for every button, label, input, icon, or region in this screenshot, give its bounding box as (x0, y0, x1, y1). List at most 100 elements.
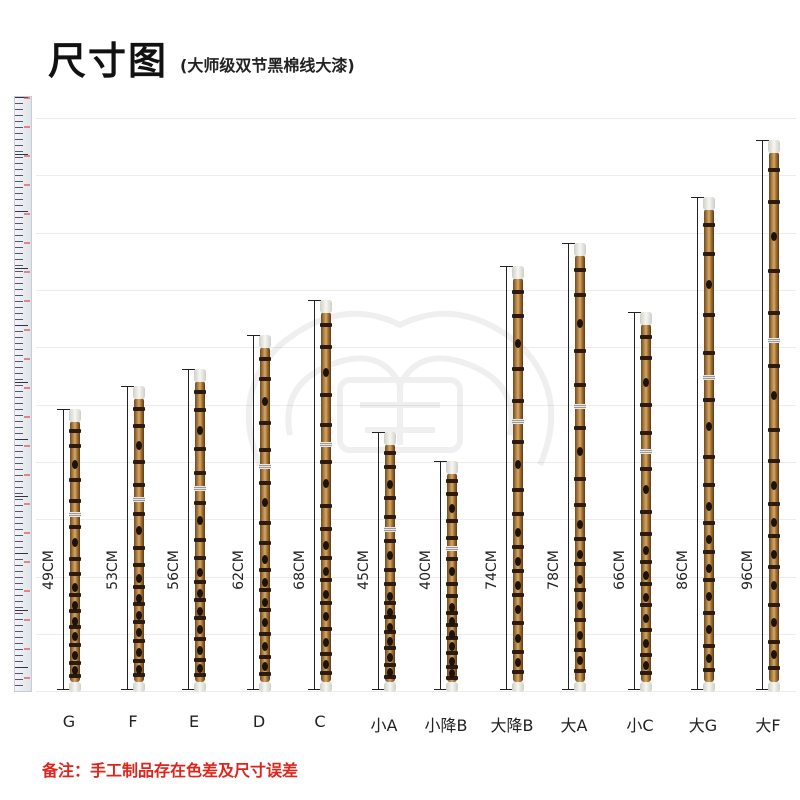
flute-key-label: E (188, 712, 200, 731)
silk-binding (703, 644, 715, 648)
flute (133, 386, 145, 692)
silk-binding (259, 608, 271, 612)
silk-binding (384, 675, 396, 679)
length-label: 86CM (675, 550, 691, 590)
grid-line (36, 118, 796, 119)
silk-binding (320, 671, 332, 675)
flute-top-cap (768, 140, 780, 153)
silk-binding (384, 582, 396, 586)
silk-binding (69, 525, 81, 529)
silk-binding (640, 582, 652, 586)
length-label: 62CM (231, 550, 247, 590)
metal-joint (69, 512, 81, 517)
silk-binding (768, 666, 780, 670)
metal-joint (512, 419, 524, 424)
flute-bottom-cap (640, 682, 652, 692)
metal-joint (574, 404, 586, 409)
silk-binding (133, 407, 145, 411)
silk-binding (446, 611, 458, 615)
flute-top-cap (133, 386, 145, 399)
silk-binding (512, 621, 524, 625)
silk-binding (574, 588, 586, 592)
flute (703, 197, 715, 692)
flute-key-label: 小C (626, 716, 654, 735)
finger-hole (387, 637, 393, 646)
finger-hole (197, 516, 203, 525)
silk-binding (512, 314, 524, 318)
silk-binding (640, 510, 652, 514)
silk-binding (703, 351, 715, 355)
silk-binding (703, 483, 715, 487)
silk-binding (640, 671, 652, 675)
length-measure-line (562, 243, 575, 690)
silk-binding (133, 563, 145, 567)
silk-binding (768, 502, 780, 506)
silk-binding (384, 496, 396, 500)
finger-hole (136, 574, 142, 583)
flute-top-cap (320, 300, 332, 313)
grid-line (36, 462, 796, 463)
flute-key-label: 大F (755, 716, 781, 735)
silk-binding (640, 335, 652, 339)
silk-binding (69, 572, 81, 576)
silk-binding (133, 602, 145, 606)
silk-binding (133, 460, 145, 464)
finger-hole (72, 632, 78, 641)
finger-hole (577, 550, 583, 559)
finger-hole (136, 611, 142, 620)
silk-binding (194, 556, 206, 560)
silk-binding (259, 568, 271, 572)
silk-binding (69, 625, 81, 629)
flute-bottom-cap (703, 682, 715, 692)
silk-binding (194, 637, 206, 641)
finger-hole (387, 551, 393, 560)
finger-hole (323, 660, 329, 669)
silk-binding (259, 481, 271, 485)
finger-hole (643, 546, 649, 555)
page-title: 尺寸图 (48, 39, 169, 83)
length-measure-line (691, 197, 704, 690)
length-measure-line (247, 335, 260, 690)
silk-binding (512, 593, 524, 597)
length-label: 45CM (356, 550, 372, 590)
silk-binding (194, 580, 206, 584)
finger-hole (323, 567, 329, 576)
grid-line (36, 577, 796, 578)
silk-binding (768, 364, 780, 368)
grid-line (36, 519, 796, 520)
silk-binding (320, 601, 332, 605)
silk-binding (384, 646, 396, 650)
length-measure-line (308, 300, 321, 690)
finger-hole (515, 634, 521, 643)
flute (446, 461, 458, 692)
silk-binding (133, 673, 145, 677)
finger-hole (577, 656, 583, 665)
silk-binding (703, 611, 715, 615)
finger-hole (706, 654, 712, 663)
length-measure-line (182, 369, 195, 690)
finger-hole (262, 642, 268, 651)
finger-hole (72, 666, 78, 675)
finger-hole (577, 447, 583, 456)
grid-line (36, 634, 796, 635)
silk-binding (512, 569, 524, 573)
finger-hole (197, 664, 203, 673)
flute-bottom-cap (69, 682, 81, 692)
finger-hole (643, 639, 649, 648)
silk-binding (259, 672, 271, 676)
flute (768, 140, 780, 692)
silk-binding (574, 648, 586, 652)
silk-binding (320, 504, 332, 508)
silk-binding (133, 620, 145, 624)
finger-hole (72, 583, 78, 592)
silk-binding (384, 615, 396, 619)
silk-binding (194, 471, 206, 475)
silk-binding (320, 556, 332, 560)
finger-hole (262, 662, 268, 671)
silk-binding (194, 538, 206, 542)
length-measure-line (628, 312, 641, 690)
length-measure-line (434, 461, 447, 690)
finger-hole (197, 426, 203, 435)
finger-hole (136, 526, 142, 535)
flute-key-label: C (314, 712, 326, 731)
